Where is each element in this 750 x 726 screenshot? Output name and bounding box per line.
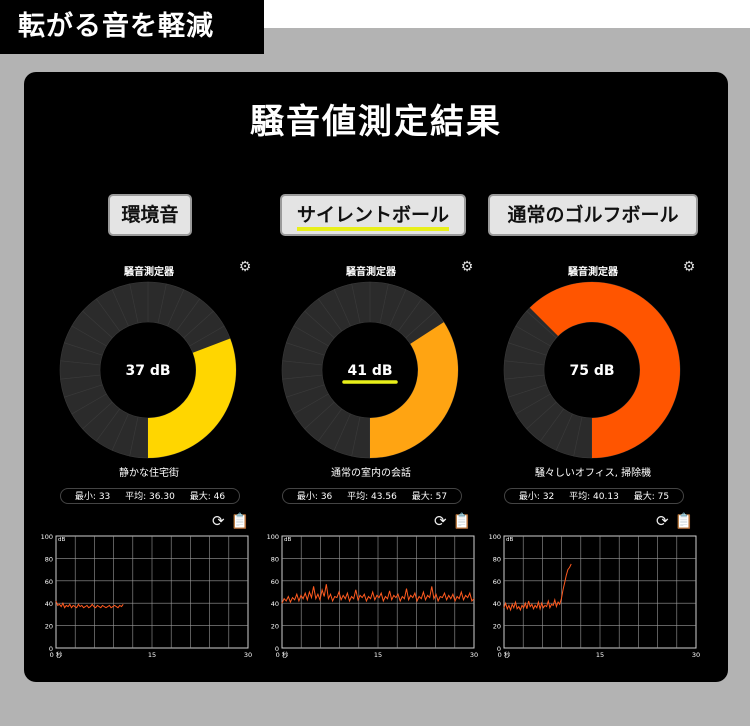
- clipboard-icon[interactable]: 📋: [674, 512, 694, 530]
- y-tick-label: 40: [45, 600, 53, 608]
- history-chart: 100 80 60 40 20 0 dB 0 秒 15 30: [41, 533, 253, 658]
- label-box-ambient: 環境音: [108, 194, 192, 236]
- refresh-icon[interactable]: ⟳: [434, 512, 447, 530]
- db-readout: 37 dB: [125, 363, 170, 379]
- y-tick-label: 40: [271, 600, 279, 608]
- db-readout: 41 dB: [347, 363, 392, 379]
- y-tick-label: 80: [493, 555, 501, 563]
- x-tick-label: 30: [244, 651, 252, 658]
- stats-bar: 最小: 36 平均: 43.56 最大: 57: [282, 488, 462, 504]
- stat-max: 最大: 57: [411, 492, 448, 502]
- gear-icon[interactable]: ⚙: [460, 259, 474, 275]
- label-box-golf-ball: 通常のゴルフボール: [488, 194, 698, 236]
- series-line: [503, 563, 572, 612]
- series-line: [281, 584, 475, 604]
- stat-avg: 平均: 40.13: [569, 492, 619, 502]
- y-tick-label: 60: [493, 578, 501, 586]
- x-tick-label: 0 秒: [50, 650, 63, 658]
- level-description: 騒々しいオフィス, 掃除機: [534, 468, 652, 479]
- stat-min: 最小: 33: [74, 492, 111, 502]
- stat-avg: 平均: 43.56: [347, 492, 397, 502]
- clipboard-icon[interactable]: 📋: [452, 512, 472, 530]
- header-banner: 転がる音を軽減: [0, 0, 264, 54]
- label-text: 通常のゴルフボール: [507, 204, 679, 226]
- db-readout: 75 dB: [569, 363, 614, 379]
- stats-bar: 最小: 32 平均: 40.13 最大: 75: [504, 488, 684, 504]
- x-tick-label: 15: [596, 651, 604, 658]
- gauge-fill-arc: [529, 282, 680, 458]
- stat-max: 最大: 75: [633, 492, 670, 502]
- refresh-icon[interactable]: ⟳: [656, 512, 669, 530]
- chart-toolbar: ⟳ 📋: [650, 512, 693, 530]
- meter-title: 騒音測定器: [346, 267, 396, 278]
- gear-icon[interactable]: ⚙: [238, 259, 252, 275]
- y-tick-label: 80: [45, 555, 53, 563]
- panel-title: 騒音値測定結果: [250, 102, 502, 142]
- y-tick-label: 100: [41, 533, 53, 541]
- y-tick-label: 60: [45, 578, 53, 586]
- y-tick-label: 60: [271, 578, 279, 586]
- meter-title: 騒音測定器: [124, 267, 174, 278]
- stat-avg: 平均: 36.30: [125, 492, 175, 502]
- history-chart: 100 80 60 40 20 0 dB 0 秒 15 30: [267, 533, 479, 658]
- y-tick-label: 100: [267, 533, 279, 541]
- results-panel: 騒音値測定結果 環境音 騒音測定器 ⚙ 37 dB 静かな住宅街 最小: 33 …: [24, 72, 728, 682]
- y-unit-label: dB: [284, 537, 291, 543]
- y-unit-label: dB: [58, 537, 65, 543]
- x-tick-label: 15: [374, 651, 382, 658]
- x-tick-label: 0 秒: [276, 650, 289, 658]
- gear-icon[interactable]: ⚙: [682, 259, 696, 275]
- label-box-silent-ball: サイレントボール: [280, 194, 466, 236]
- stats-bar: 最小: 33 平均: 36.30 最大: 46: [60, 488, 240, 504]
- stat-max: 最大: 46: [189, 492, 226, 502]
- y-tick-label: 80: [271, 555, 279, 563]
- column-golf-ball: 通常のゴルフボール 騒音測定器 ⚙ 75 dB 騒々しいオフィス, 掃除機 最小…: [482, 72, 704, 682]
- x-tick-label: 0 秒: [498, 650, 511, 658]
- sound-meter-donut: 75 dB: [503, 281, 681, 459]
- column-silent-ball: サイレントボール 騒音測定器 ⚙ 41 dB 通常の室内の会話 最小: 36 平…: [260, 72, 482, 682]
- gauge-fill-arc: [370, 322, 458, 458]
- level-description: 静かな住宅街: [119, 468, 179, 479]
- chart-toolbar: ⟳ 📋: [206, 512, 249, 530]
- sound-meter-donut: 37 dB: [59, 281, 237, 459]
- y-tick-label: 20: [493, 623, 501, 631]
- y-tick-label: 20: [271, 623, 279, 631]
- x-tick-label: 30: [470, 651, 478, 658]
- label-text: サイレントボール: [296, 204, 449, 231]
- level-description: 通常の室内の会話: [331, 468, 411, 479]
- y-tick-label: 0: [49, 645, 53, 653]
- y-tick-label: 0: [497, 645, 501, 653]
- stat-min: 最小: 36: [296, 492, 333, 502]
- stat-min: 最小: 32: [518, 492, 555, 502]
- series-line: [55, 600, 124, 609]
- gauge-fill-arc: [148, 338, 236, 458]
- refresh-icon[interactable]: ⟳: [212, 512, 225, 530]
- sound-meter-donut: 41 dB: [281, 281, 459, 459]
- clipboard-icon[interactable]: 📋: [230, 512, 250, 530]
- history-chart: 100 80 60 40 20 0 dB 0 秒 15 30: [489, 533, 701, 658]
- meter-title: 騒音測定器: [568, 267, 618, 278]
- label-text: 環境音: [121, 204, 179, 226]
- y-unit-label: dB: [506, 537, 513, 543]
- chart-toolbar: ⟳ 📋: [428, 512, 471, 530]
- x-tick-label: 30: [692, 651, 700, 658]
- y-tick-label: 100: [489, 533, 501, 541]
- x-tick-label: 15: [148, 651, 156, 658]
- y-tick-label: 40: [493, 600, 501, 608]
- y-tick-label: 20: [45, 623, 53, 631]
- y-tick-label: 0: [275, 645, 279, 653]
- column-ambient: 環境音 騒音測定器 ⚙ 37 dB 静かな住宅街 最小: 33 平均: 36.3…: [38, 72, 260, 682]
